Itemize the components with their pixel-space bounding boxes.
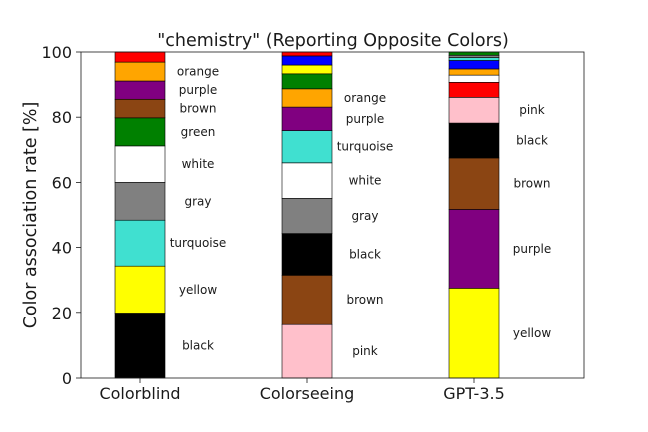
bar-segment-gray — [114, 182, 166, 221]
axes: 0 20 40 60 80 100 Colorblind Colorseeing GPT-3.5 — [41, 43, 585, 403]
bar-stack-colorblind: black yellow turquoise gray white green brown p… — [114, 51, 227, 379]
segment-label-orange: orange — [177, 65, 219, 79]
x-tick-label: Colorblind — [99, 384, 180, 403]
x-tick-label: Colorseeing — [260, 384, 355, 403]
bar-segment-orange — [281, 88, 333, 108]
bar-segment-white — [448, 74, 500, 83]
segment-label-gray: gray — [184, 194, 211, 208]
y-tick-label: 100 — [41, 43, 72, 62]
segment-label-purple: purple — [179, 83, 218, 97]
segment-label-black: black — [182, 339, 214, 353]
bar-segment-yellow — [281, 64, 333, 75]
bar-segment-black — [281, 233, 333, 276]
y-tick-label: 80 — [52, 108, 72, 127]
y-tick-label: 40 — [52, 239, 72, 258]
segment-label-green: green — [181, 125, 216, 139]
bar-segment-white — [281, 162, 333, 199]
bar-segment-gray — [281, 198, 333, 234]
bar-segment-pink — [448, 97, 500, 124]
bar-segment-orange — [448, 68, 500, 76]
segment-label-yellow: yellow — [513, 326, 551, 340]
bar-segment-blue — [281, 55, 333, 66]
y-tick-label: 0 — [62, 369, 72, 388]
segment-label-brown: brown — [513, 177, 550, 191]
bar-segment-red — [114, 51, 166, 63]
bar-segment-brown — [448, 157, 500, 210]
bar-segment-orange — [114, 61, 166, 82]
segment-label-black: black — [516, 134, 548, 148]
segment-label-gray: gray — [351, 209, 378, 223]
bar-segment-purple — [114, 80, 166, 100]
bar-segment-brown — [281, 275, 333, 325]
bar-segment-turquoise — [281, 130, 333, 164]
segment-label-orange: orange — [344, 91, 386, 105]
bar-stack-colorseeing: pink brown black gray white turquoise purple or… — [281, 51, 394, 379]
y-axis-label: Color association rate [%] — [21, 102, 41, 329]
plot-area: blackyellowturquoisegraywhitegreenbrownp… — [114, 51, 552, 379]
bar-segment-black — [448, 122, 500, 159]
chart-title: "chemistry" (Reporting Opposite Colors) — [157, 31, 509, 51]
bar-segment-turquoise — [448, 57, 500, 61]
x-tick-label: GPT-3.5 — [443, 384, 505, 403]
plot-frame — [80, 51, 585, 379]
bar-segment-white — [114, 145, 166, 183]
bar-segment-pink — [281, 323, 333, 379]
bar-segment-brown — [114, 98, 166, 119]
segment-label-purple: purple — [513, 242, 552, 256]
segment-label-white: white — [182, 157, 215, 171]
y-tick-label: 60 — [52, 173, 72, 192]
segment-label-purple: purple — [346, 112, 385, 126]
bar-segment-purple — [448, 209, 500, 289]
segment-label-white: white — [349, 174, 382, 188]
bar-stack-gpt-3-5: yellow purple brown black pink — [448, 51, 552, 379]
bar-segment-green — [281, 73, 333, 90]
segment-label-turquoise: turquoise — [337, 140, 394, 154]
bar-segment-yellow — [448, 288, 500, 379]
bar-segment-purple — [281, 106, 333, 131]
bar-segment-green — [114, 117, 166, 147]
segment-label-brown: brown — [346, 293, 383, 307]
bar-segment-red — [281, 51, 333, 57]
segment-label-turquoise: turquoise — [170, 236, 227, 250]
segment-label-yellow: yellow — [179, 283, 217, 297]
bar-segment-yellow — [114, 265, 166, 314]
segment-label-pink: pink — [519, 103, 545, 117]
segment-label-black: black — [349, 247, 381, 261]
bar-segment-black — [114, 313, 166, 379]
y-tick-label: 20 — [52, 304, 72, 323]
segment-label-brown: brown — [179, 102, 216, 116]
bar-segment-gray — [448, 54, 500, 58]
bar-segment-turquoise — [114, 219, 166, 267]
bar-segment-green — [448, 51, 500, 56]
bar-segment-red — [448, 82, 500, 98]
bar-segment-blue — [448, 60, 500, 70]
segment-label-pink: pink — [352, 344, 378, 358]
